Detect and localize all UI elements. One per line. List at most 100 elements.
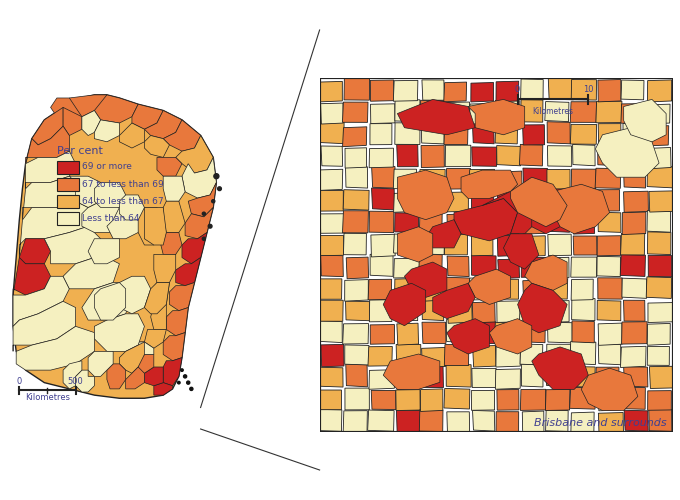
Polygon shape	[445, 192, 469, 212]
Polygon shape	[344, 78, 369, 100]
Polygon shape	[520, 390, 546, 410]
Polygon shape	[497, 390, 519, 410]
Polygon shape	[368, 280, 392, 300]
Polygon shape	[16, 326, 95, 370]
Polygon shape	[368, 410, 394, 431]
Polygon shape	[444, 388, 470, 409]
Polygon shape	[498, 171, 522, 191]
Polygon shape	[345, 345, 369, 365]
Polygon shape	[548, 77, 573, 100]
Polygon shape	[343, 324, 369, 344]
Polygon shape	[419, 254, 442, 276]
Polygon shape	[345, 280, 369, 301]
Polygon shape	[545, 410, 568, 432]
Polygon shape	[521, 79, 543, 100]
Polygon shape	[571, 124, 596, 144]
Polygon shape	[624, 191, 649, 212]
Polygon shape	[393, 80, 418, 101]
Polygon shape	[647, 210, 670, 232]
Polygon shape	[384, 284, 426, 326]
Polygon shape	[370, 124, 392, 144]
Polygon shape	[320, 368, 343, 387]
Polygon shape	[571, 412, 594, 434]
Polygon shape	[622, 387, 645, 409]
Polygon shape	[572, 298, 595, 320]
Polygon shape	[547, 364, 569, 386]
Polygon shape	[420, 410, 443, 432]
Polygon shape	[461, 170, 517, 198]
Polygon shape	[471, 82, 494, 102]
Polygon shape	[495, 123, 517, 144]
Polygon shape	[50, 98, 82, 123]
Polygon shape	[648, 256, 672, 277]
Polygon shape	[371, 188, 394, 210]
Polygon shape	[126, 367, 144, 389]
Polygon shape	[88, 238, 120, 264]
Polygon shape	[495, 369, 520, 390]
Polygon shape	[154, 254, 175, 282]
Text: Kilometres: Kilometres	[532, 106, 573, 116]
Polygon shape	[570, 387, 596, 409]
Polygon shape	[321, 344, 344, 367]
Polygon shape	[482, 192, 539, 234]
Polygon shape	[167, 308, 188, 336]
Polygon shape	[446, 364, 471, 387]
Polygon shape	[384, 354, 440, 390]
Polygon shape	[343, 210, 369, 233]
Polygon shape	[368, 346, 392, 366]
Polygon shape	[447, 168, 471, 189]
Polygon shape	[343, 102, 368, 122]
Polygon shape	[471, 210, 495, 233]
Polygon shape	[520, 322, 545, 342]
Polygon shape	[175, 136, 214, 173]
Polygon shape	[597, 300, 621, 320]
Bar	[57, 178, 79, 191]
Polygon shape	[320, 82, 342, 102]
Polygon shape	[188, 182, 216, 217]
Polygon shape	[420, 389, 443, 411]
Text: 0: 0	[17, 377, 22, 386]
Polygon shape	[521, 100, 543, 122]
Polygon shape	[573, 236, 597, 255]
Polygon shape	[547, 188, 571, 210]
Polygon shape	[570, 366, 595, 387]
Polygon shape	[523, 124, 545, 145]
Polygon shape	[26, 151, 75, 188]
Polygon shape	[547, 146, 572, 167]
Polygon shape	[525, 255, 567, 290]
Polygon shape	[624, 300, 645, 321]
Polygon shape	[598, 412, 624, 434]
Polygon shape	[320, 236, 343, 256]
Polygon shape	[620, 254, 645, 276]
Polygon shape	[494, 100, 520, 122]
Polygon shape	[13, 302, 75, 352]
Polygon shape	[494, 322, 520, 343]
Circle shape	[181, 369, 183, 372]
Polygon shape	[13, 258, 50, 295]
Polygon shape	[144, 367, 163, 386]
Polygon shape	[573, 144, 595, 166]
Polygon shape	[320, 321, 342, 342]
Polygon shape	[520, 344, 543, 365]
Polygon shape	[598, 390, 620, 411]
Polygon shape	[320, 214, 345, 234]
Polygon shape	[490, 318, 532, 354]
Polygon shape	[623, 144, 647, 166]
Polygon shape	[163, 358, 182, 386]
Polygon shape	[545, 390, 570, 410]
Polygon shape	[523, 280, 545, 301]
Polygon shape	[163, 176, 185, 201]
Polygon shape	[397, 323, 418, 345]
Polygon shape	[520, 144, 543, 166]
Polygon shape	[394, 193, 416, 212]
Polygon shape	[547, 322, 573, 343]
Polygon shape	[157, 158, 182, 176]
Polygon shape	[120, 342, 144, 373]
Polygon shape	[469, 104, 493, 124]
Polygon shape	[520, 300, 543, 321]
Polygon shape	[63, 360, 82, 389]
Circle shape	[190, 388, 193, 390]
Polygon shape	[511, 177, 567, 226]
Polygon shape	[345, 388, 369, 410]
Polygon shape	[421, 100, 444, 122]
